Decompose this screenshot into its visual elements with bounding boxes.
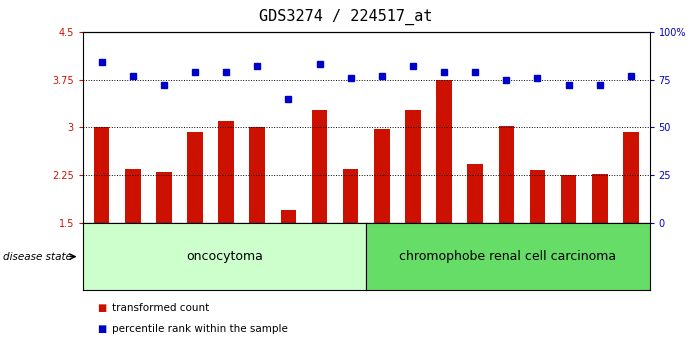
Bar bbox=[623, 132, 638, 223]
Text: percentile rank within the sample: percentile rank within the sample bbox=[112, 324, 288, 334]
Bar bbox=[467, 164, 483, 223]
Bar bbox=[187, 132, 202, 223]
Bar bbox=[405, 110, 421, 223]
Text: oncocytoma: oncocytoma bbox=[186, 250, 263, 263]
Bar bbox=[374, 129, 390, 223]
Bar bbox=[436, 80, 452, 223]
Text: ■: ■ bbox=[97, 303, 106, 313]
Text: transformed count: transformed count bbox=[112, 303, 209, 313]
Text: disease state: disease state bbox=[3, 252, 73, 262]
Bar bbox=[94, 127, 109, 223]
Text: GDS3274 / 224517_at: GDS3274 / 224517_at bbox=[259, 9, 432, 25]
Bar bbox=[249, 127, 265, 223]
Bar bbox=[218, 121, 234, 223]
Bar bbox=[561, 175, 576, 223]
Text: ■: ■ bbox=[97, 324, 106, 334]
Bar bbox=[592, 174, 607, 223]
Bar bbox=[156, 172, 171, 223]
Text: chromophobe renal cell carcinoma: chromophobe renal cell carcinoma bbox=[399, 250, 616, 263]
Bar bbox=[498, 126, 514, 223]
Bar bbox=[312, 110, 328, 223]
Bar bbox=[125, 169, 140, 223]
Bar bbox=[281, 210, 296, 223]
Bar bbox=[343, 169, 359, 223]
Bar bbox=[530, 170, 545, 223]
